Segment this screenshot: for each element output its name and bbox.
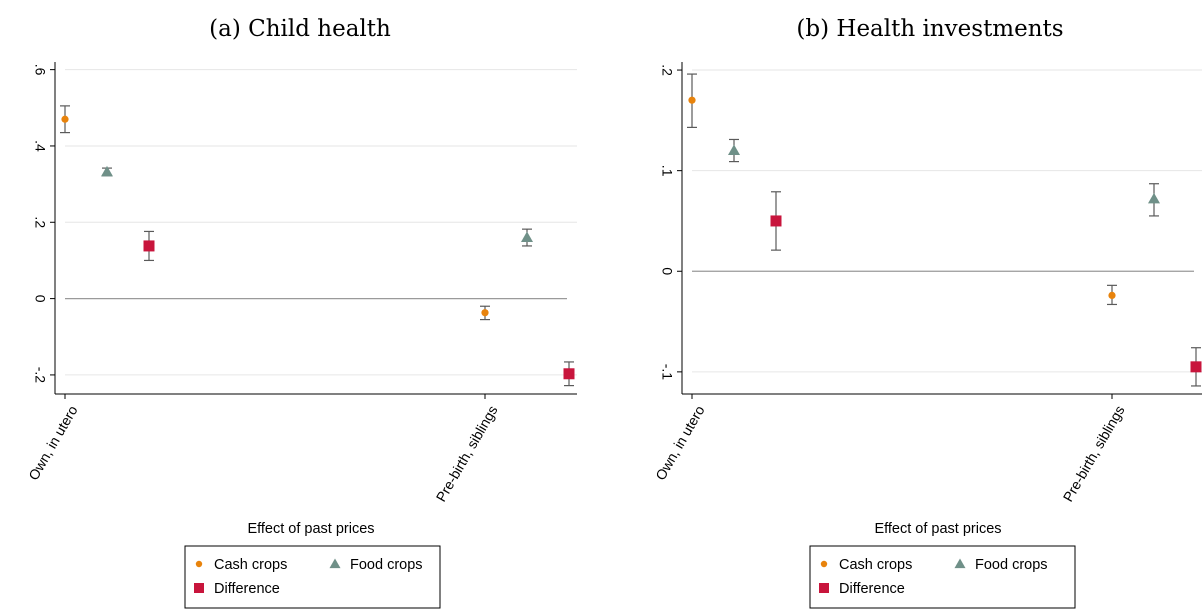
y-tick-label: 0 (659, 267, 675, 275)
food-crops-point (101, 165, 113, 177)
legend-label: Difference (839, 581, 905, 597)
x-tick-label: Own, in utero (652, 403, 708, 483)
food-crops-point (1148, 192, 1160, 204)
legend: Cash crops Food crops Difference (809, 545, 1076, 609)
difference-point (1190, 361, 1202, 373)
y-tick-label: .4 (32, 140, 48, 152)
legend-food-crops-marker (954, 558, 966, 569)
legend-difference-marker (194, 583, 204, 593)
cash-crops-point (1108, 291, 1116, 300)
legend-label: Food crops (350, 557, 423, 573)
difference-point (143, 240, 155, 252)
y-tick-label: .2 (659, 64, 675, 76)
chart-panel-a: (a) Child health -.2 0 .2 .4 .6 Own, in utero P… (25, 16, 577, 609)
chart-title: (b) Health investments (796, 16, 1063, 42)
legend-difference-marker (819, 583, 829, 593)
cash-crops-point (688, 96, 696, 104)
y-tick-label: .2 (32, 216, 48, 228)
legend-label: Difference (214, 581, 280, 597)
x-tick-label: Pre-birth, siblings (433, 403, 501, 505)
legend-label: Food crops (975, 557, 1048, 573)
y-tick-label: 0 (32, 295, 48, 303)
chart-title: (a) Child health (209, 16, 391, 42)
legend-food-crops-marker (329, 558, 341, 569)
legend-cash-crops-marker (820, 560, 828, 568)
legend-cash-crops-marker (195, 560, 203, 568)
y-tick-label: -.1 (659, 364, 675, 381)
x-tick-label: Pre-birth, siblings (1060, 403, 1128, 505)
y-tick-label: -.2 (32, 367, 48, 384)
food-crops-point (728, 144, 740, 156)
legend-box (809, 545, 1076, 609)
difference-point (770, 215, 782, 227)
x-axis-label: Effect of past prices (247, 521, 374, 537)
legend-box (184, 545, 441, 609)
cash-crops-point (481, 309, 489, 317)
legend-label: Cash crops (839, 557, 912, 573)
chart-panel-b: (b) Health investments -.1 0 .1 .2 Own, in ut… (652, 16, 1202, 609)
y-tick-label: .6 (32, 64, 48, 76)
x-axis-label: Effect of past prices (874, 521, 1001, 537)
difference-point (563, 368, 575, 380)
legend: Cash crops Food crops Difference (184, 545, 441, 609)
legend-label: Cash crops (214, 557, 287, 573)
cash-crops-point (61, 115, 69, 123)
food-crops-point (521, 231, 533, 243)
y-tick-label: .1 (659, 165, 675, 177)
x-tick-label: Own, in utero (25, 403, 81, 483)
